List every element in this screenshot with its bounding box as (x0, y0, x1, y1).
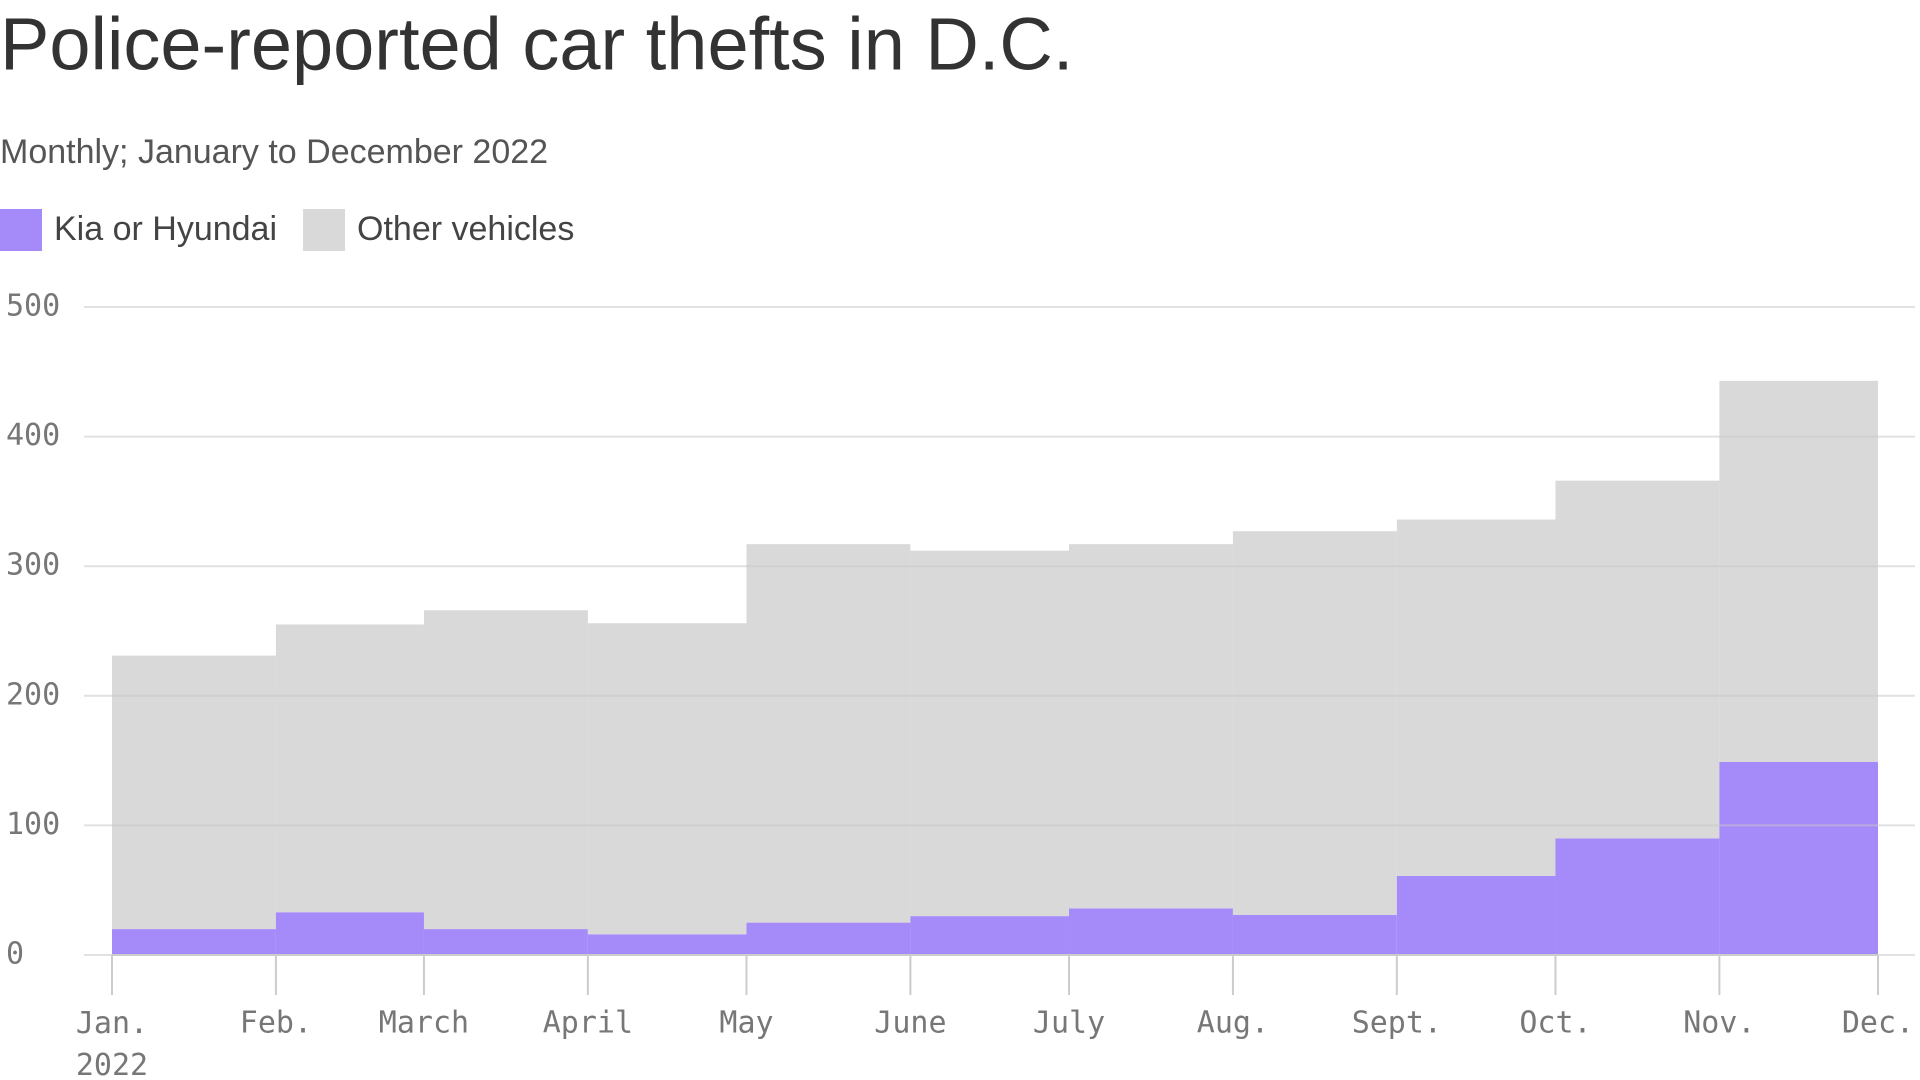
chart-title: Police-reported car thefts in D.C. (0, 3, 1073, 86)
x-tick-label: May (719, 1006, 773, 1041)
step-area (112, 929, 276, 955)
legend-swatch (0, 209, 42, 251)
y-tick-label: 400 (6, 418, 60, 453)
legend-label: Other vehicles (357, 210, 574, 248)
y-tick-label: 500 (6, 289, 60, 324)
x-tick-label: Aug. (1197, 1006, 1269, 1041)
step-area (587, 623, 747, 935)
x-tick-label: Dec. (1842, 1006, 1914, 1041)
x-tick-label: June (874, 1006, 946, 1041)
y-tick-label: 200 (6, 677, 60, 712)
x-tick-label: March (379, 1006, 469, 1041)
step-area (910, 550, 1070, 917)
step-area (1396, 519, 1556, 876)
step-area (746, 544, 911, 923)
step-area (275, 912, 424, 955)
step-area (1069, 544, 1233, 909)
y-tick-label: 100 (6, 807, 60, 842)
step-area (112, 655, 276, 930)
step-area (275, 624, 424, 913)
step-area (587, 934, 747, 955)
chart-subtitle: Monthly; January to December 2022 (0, 133, 548, 171)
step-area (1555, 838, 1720, 955)
step-area (746, 922, 911, 955)
x-tick-label: Jan. 2022 (76, 1006, 148, 1080)
y-tick-label: 300 (6, 548, 60, 583)
step-area (1396, 875, 1556, 955)
step-area (1232, 531, 1397, 915)
x-tick-label: April (543, 1006, 633, 1041)
x-tick-label: Sept. (1352, 1006, 1442, 1041)
step-area (1069, 908, 1233, 955)
x-tick-label: Oct. (1519, 1006, 1591, 1041)
step-area (1232, 914, 1397, 955)
legend-swatch (303, 209, 346, 251)
step-area (1719, 761, 1878, 955)
step-area (910, 916, 1070, 955)
step-area (423, 929, 588, 955)
x-tick-label: Nov. (1683, 1006, 1755, 1041)
step-area (1719, 380, 1878, 762)
x-tick-label: July (1033, 1006, 1105, 1041)
x-tick-label-line: Jan. (76, 1006, 148, 1041)
step-area (1555, 480, 1720, 839)
step-area (423, 610, 588, 930)
y-tick-label: 0 (6, 937, 24, 972)
x-tick-label-line: 2022 (76, 1048, 148, 1080)
legend-label: Kia or Hyundai (54, 210, 277, 248)
x-tick-label: Feb. (240, 1006, 312, 1041)
